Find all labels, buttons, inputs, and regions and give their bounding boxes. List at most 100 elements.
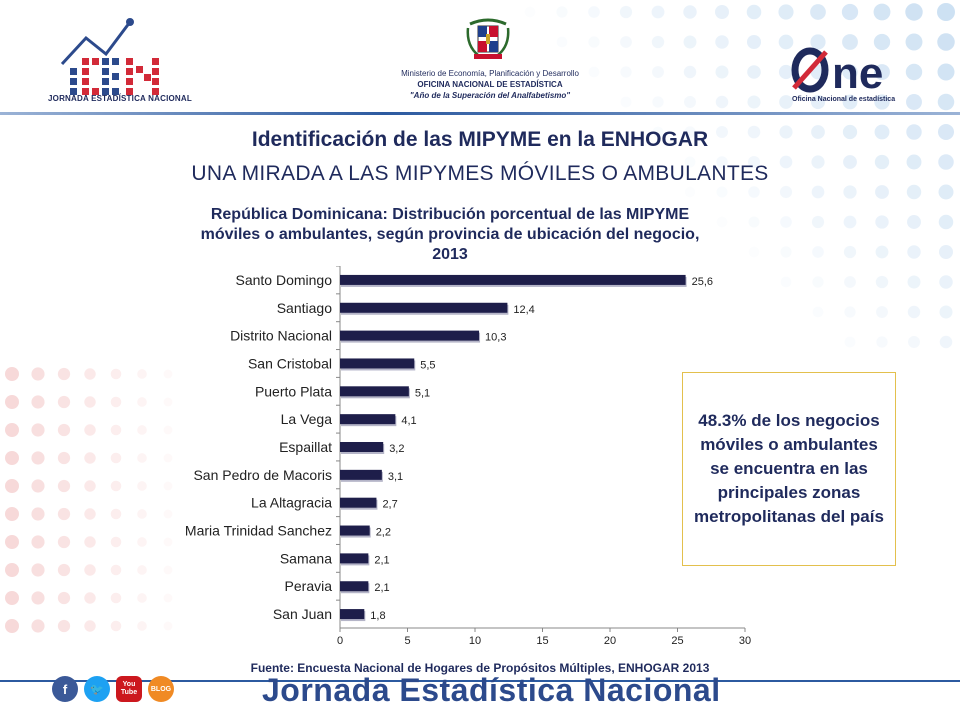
category-label: Samana <box>280 550 332 566</box>
one-subtitle: Oficina Nacional de estadística <box>792 96 896 103</box>
ministry-heading: Ministerio de Economía, Planificación y … <box>340 68 640 101</box>
decorative-dot <box>31 367 45 381</box>
decorative-dot <box>779 155 793 169</box>
decorative-dot <box>84 396 96 408</box>
decorative-dot <box>110 508 122 520</box>
decorative-dot <box>651 35 665 49</box>
decorative-dot <box>57 535 71 549</box>
decorative-dot <box>5 619 19 633</box>
category-label: Peravia <box>285 578 333 594</box>
category-label: San Pedro de Macoris <box>193 467 332 483</box>
category-label: Espaillat <box>279 439 332 455</box>
decorative-dot <box>844 276 856 288</box>
decorative-dot <box>876 306 888 318</box>
decorative-dot <box>31 395 45 409</box>
decorative-dot <box>57 367 71 381</box>
decorative-dot <box>84 536 96 548</box>
value-label: 2,7 <box>382 499 397 511</box>
blog-icon[interactable]: BLOG <box>148 676 174 702</box>
value-label: 4,1 <box>401 415 416 427</box>
decorative-dot <box>57 395 71 409</box>
bar <box>340 581 369 592</box>
decorative-dot <box>811 215 825 229</box>
value-label: 3,2 <box>389 443 404 455</box>
decorative-dot <box>5 591 19 605</box>
decorative-dot <box>716 186 728 198</box>
decorative-dot <box>813 307 824 318</box>
decorative-dot <box>588 6 600 18</box>
decorative-dot <box>938 124 954 140</box>
decorative-dot <box>31 507 45 521</box>
decorative-dot <box>5 507 19 521</box>
decorative-dot <box>5 423 19 437</box>
decorative-dot <box>842 64 858 80</box>
youtube-icon[interactable]: You Tube <box>116 676 142 702</box>
decorative-dot <box>908 336 920 348</box>
decorative-dot <box>812 246 824 258</box>
value-label: 25,6 <box>692 276 713 288</box>
decorative-dot <box>137 565 147 575</box>
decorative-dot <box>57 619 71 633</box>
decorative-dot <box>779 125 793 139</box>
decorative-dot <box>874 124 890 140</box>
category-label: Distrito Nacional <box>230 328 332 344</box>
decorative-dot <box>906 94 922 110</box>
decorative-dot <box>110 564 122 576</box>
decorative-dot <box>811 155 825 169</box>
decorative-dot <box>843 245 857 259</box>
decorative-dot <box>875 245 889 259</box>
decorative-dot <box>110 396 122 408</box>
national-crest-icon <box>466 18 510 60</box>
decorative-dot <box>5 535 19 549</box>
decorative-dot <box>137 593 147 603</box>
decorative-dot <box>163 397 173 407</box>
decorative-dot <box>137 369 147 379</box>
decorative-dot <box>715 95 729 109</box>
x-tick-label: 25 <box>671 635 683 647</box>
decorative-dot <box>939 245 953 259</box>
decorative-dots-left <box>5 367 173 633</box>
footer-title: Jornada Estadística Nacional <box>262 672 721 708</box>
category-label: Puerto Plata <box>255 383 332 399</box>
decorative-dot <box>780 246 792 258</box>
decorative-dot <box>31 423 45 437</box>
decorative-dot <box>110 368 122 380</box>
bar <box>340 469 382 480</box>
bar <box>340 414 396 425</box>
decorative-dot <box>137 481 147 491</box>
category-label: La Altagracia <box>251 495 332 511</box>
decorative-dot <box>5 479 19 493</box>
jornada-logo <box>60 18 159 95</box>
value-label: 2,2 <box>376 527 391 539</box>
decorative-dot <box>907 245 921 259</box>
decorative-dot <box>163 481 173 491</box>
decorative-dot <box>810 94 826 110</box>
value-label: 12,4 <box>513 304 534 316</box>
decorative-dot <box>683 35 697 49</box>
decorative-dots-right <box>556 3 955 349</box>
decorative-dot <box>5 563 19 577</box>
x-tick-label: 30 <box>739 635 751 647</box>
decorative-dot <box>907 215 921 229</box>
twitter-icon[interactable]: 🐦 <box>84 676 110 702</box>
decorative-dot <box>937 33 955 51</box>
decorative-dot <box>163 621 173 631</box>
bar <box>340 442 384 452</box>
category-label: La Vega <box>281 411 333 427</box>
decorative-dot <box>84 564 96 576</box>
value-label: 2,1 <box>374 582 389 594</box>
facebook-icon[interactable]: f <box>52 676 78 702</box>
highlight-callout: 48.3% de los negocios móviles o ambulant… <box>682 372 896 566</box>
decorative-dot <box>5 451 19 465</box>
decorative-dot <box>780 216 792 228</box>
bar-chart: Santo Domingo 25,6 Santiago 12,4 Distrito Na… <box>185 266 751 647</box>
decorative-dot <box>845 337 856 348</box>
decorative-dot <box>685 187 695 197</box>
bar <box>340 386 409 397</box>
decorative-dot <box>939 275 953 289</box>
bar <box>340 358 415 369</box>
x-tick-label: 20 <box>604 635 616 647</box>
bar <box>340 497 377 508</box>
decorative-dot <box>748 216 760 228</box>
decorative-dot <box>683 65 697 79</box>
